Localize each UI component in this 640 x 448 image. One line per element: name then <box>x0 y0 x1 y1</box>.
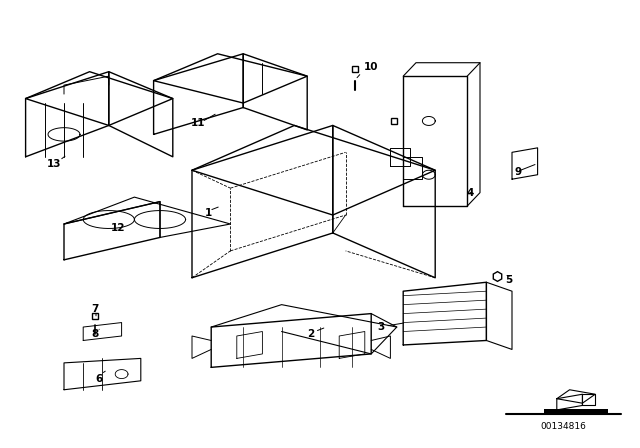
Text: 5: 5 <box>505 275 513 285</box>
Text: 2: 2 <box>307 329 314 339</box>
Text: 11: 11 <box>191 118 205 128</box>
Text: 9: 9 <box>515 168 522 177</box>
Text: 7: 7 <box>91 304 99 314</box>
Polygon shape <box>544 409 608 414</box>
Text: 4: 4 <box>467 188 474 198</box>
Text: 12: 12 <box>111 224 125 233</box>
Text: 1: 1 <box>204 208 212 218</box>
Text: 6: 6 <box>95 374 103 383</box>
Text: 8: 8 <box>91 329 99 339</box>
Text: 3: 3 <box>377 322 385 332</box>
Text: 13: 13 <box>47 159 61 168</box>
Text: 10: 10 <box>364 62 378 72</box>
Text: 00134816: 00134816 <box>540 422 586 431</box>
